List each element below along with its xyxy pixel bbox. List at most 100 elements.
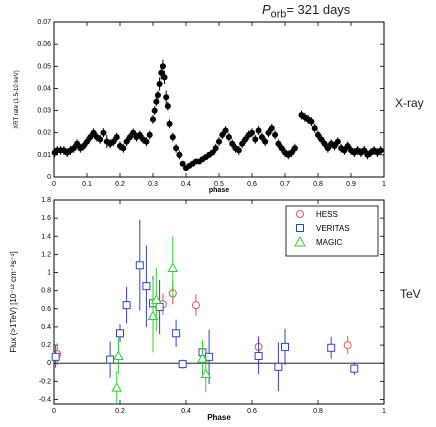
data-point: [377, 147, 384, 154]
y-tick-label: 0: [47, 360, 51, 367]
legend-entry: HESS: [316, 210, 338, 219]
y-tick-label: 0.6: [41, 306, 51, 313]
data-point: [275, 140, 282, 147]
y-tick-label: 1.6: [41, 215, 51, 222]
data-point: [324, 145, 331, 152]
x-axis-label: phase: [209, 187, 229, 194]
data-point: [281, 342, 289, 351]
data-point: [229, 140, 236, 147]
data-point: [74, 140, 81, 147]
data-point: [318, 136, 325, 143]
data-point: [361, 147, 368, 154]
legend-marker: [296, 224, 304, 232]
x-tick-label: 0: [52, 181, 56, 188]
data-point: [334, 138, 341, 145]
y-tick-label: 0.04: [37, 85, 51, 92]
data-point: [80, 143, 87, 149]
series-magic: [111, 236, 212, 404]
data-point: [219, 131, 226, 138]
data-point: [321, 140, 328, 147]
data-point: [120, 145, 127, 152]
data-point: [278, 145, 285, 152]
x-tick-label: 0.7: [280, 181, 290, 188]
data-point: [308, 118, 315, 125]
xray-panel-label: X-ray: [395, 96, 424, 110]
x-axis-label: Phase: [207, 413, 231, 422]
y-tick-label: -0.4: [39, 396, 51, 403]
period-subscript: orb: [270, 8, 287, 21]
data-point: [154, 92, 161, 99]
y-tick-label: 0.2: [41, 342, 51, 349]
period-symbol: P: [262, 2, 271, 17]
orbital-period-label: Porb= 321 days: [262, 2, 350, 21]
x-tick-label: 1: [382, 181, 386, 188]
data-point: [262, 138, 269, 145]
data-point: [116, 329, 124, 338]
legend: HESS VERITAS MAGIC: [285, 205, 379, 257]
y-tick-label: 1: [47, 270, 51, 277]
data-point: [70, 145, 77, 152]
data-point: [350, 364, 359, 373]
data-point: [216, 138, 222, 145]
data-point: [122, 301, 131, 310]
x-tick-label: 0.2: [115, 408, 125, 415]
x-tick-label: 1: [382, 408, 386, 415]
data-point: [87, 134, 94, 141]
data-point: [150, 294, 162, 304]
series-xrt: [51, 59, 384, 172]
data-point: [343, 341, 352, 350]
data-point: [274, 362, 283, 371]
data-point: [315, 131, 321, 138]
y-tick-label: 0.8: [41, 288, 51, 295]
y-tick-label: 0.06: [37, 41, 51, 48]
data-point: [143, 138, 150, 145]
data-point: [225, 134, 232, 141]
y-tick-label: 1.2: [41, 251, 51, 258]
data-point: [113, 134, 120, 141]
data-point: [235, 147, 242, 154]
data-point: [242, 136, 249, 143]
data-point: [100, 129, 107, 136]
y-tick-label: -0.2: [39, 378, 51, 385]
data-point: [136, 131, 143, 138]
data-point: [222, 127, 229, 134]
data-point: [176, 151, 183, 158]
data-point: [130, 129, 137, 136]
x-tick-label: 0.2: [115, 181, 125, 188]
data-point: [268, 125, 275, 132]
data-point: [178, 360, 187, 369]
data-point: [252, 136, 259, 143]
data-point: [212, 145, 219, 152]
x-tick-label: 0.8: [313, 408, 323, 415]
data-point: [150, 116, 156, 123]
xray-light-curve-panel: 0 0.1 0.2 0.3 0.4 0.5 0.6 0.7 0.8 0.9 1 0 0.01 0.02 0.…: [14, 19, 386, 194]
data-point: [311, 125, 318, 132]
data-point: [169, 134, 176, 141]
data-point: [153, 98, 160, 105]
x-tick-label: 0.3: [148, 181, 158, 188]
data-point: [291, 145, 298, 152]
y-axis-label: XRT rate (1.5-10 keV): [14, 70, 20, 128]
y-tick-label: 0: [47, 174, 51, 181]
data-point: [254, 351, 263, 360]
x-tick-label: 0.9: [346, 181, 356, 188]
data-point: [106, 355, 115, 364]
data-point: [239, 140, 246, 147]
data-point: [110, 138, 117, 145]
x-tick-label: 0.8: [313, 181, 323, 188]
tev-light-curve-panel: 0 0.2 0.4 0.6 0.8 1 -0.4 -0.2 0 0.2 0.4 0.6 0.8 1 1.2 1…: [9, 197, 386, 422]
data-point: [163, 94, 170, 101]
y-tick-label: 0.01: [37, 152, 51, 159]
data-point: [161, 74, 168, 81]
data-point: [151, 107, 158, 114]
data-point: [179, 160, 186, 167]
data-point: [331, 143, 338, 149]
data-point: [272, 131, 279, 138]
data-point: [327, 343, 336, 352]
y-tick-label: 1.8: [41, 197, 51, 204]
data-point: [341, 147, 348, 154]
data-point: [344, 143, 351, 149]
y-tick-label: 0.05: [37, 63, 51, 70]
y-tick-label: 0.4: [41, 324, 51, 331]
y-tick-label: 1.4: [41, 233, 51, 240]
